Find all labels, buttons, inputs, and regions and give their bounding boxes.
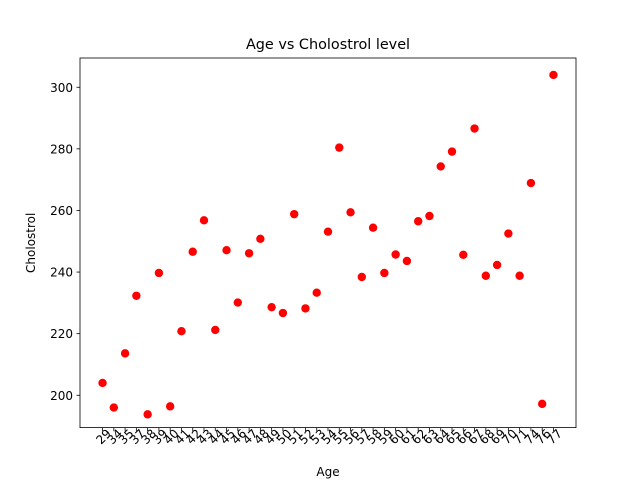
data-point <box>312 288 321 297</box>
data-point <box>323 227 333 236</box>
x-axis-label: Age <box>316 465 339 479</box>
y-axis-label: Cholostrol <box>24 213 38 273</box>
data-point <box>154 268 164 278</box>
data-point <box>357 272 367 282</box>
y-tick-label: 300 <box>50 81 73 95</box>
data-point <box>526 178 536 188</box>
data-point <box>492 260 502 270</box>
data-point <box>188 247 197 256</box>
data-point <box>177 326 186 336</box>
data-point <box>109 403 119 412</box>
data-point <box>301 304 310 313</box>
data-point <box>504 229 513 238</box>
data-point <box>470 124 479 133</box>
y-tick-label: 200 <box>50 389 73 403</box>
y-axis-ticks: 200 220 240 260 280 300 <box>50 81 80 403</box>
y-tick-label: 280 <box>50 142 73 156</box>
data-point <box>459 250 468 260</box>
data-point <box>199 216 209 225</box>
data-point <box>211 325 220 335</box>
data-point <box>233 298 243 307</box>
data-point <box>289 209 299 219</box>
plot-frame <box>79 57 577 429</box>
y-tick-label: 240 <box>50 266 73 280</box>
data-point <box>425 211 434 221</box>
data-point <box>380 268 389 278</box>
chart-title: Age vs Cholostrol level <box>246 37 410 53</box>
y-tick-label: 260 <box>50 204 73 218</box>
data-point <box>244 249 254 258</box>
x-axis-ticks: 2934353738394041424344454647484950515253… <box>93 426 565 447</box>
data-point <box>436 162 445 171</box>
data-point <box>335 143 344 152</box>
data-point <box>222 245 231 255</box>
data-point <box>481 271 491 280</box>
data-point <box>549 70 558 80</box>
data-point <box>132 291 141 300</box>
data-point <box>267 302 276 312</box>
data-point <box>402 256 412 266</box>
data-point <box>368 223 378 232</box>
data-point <box>165 402 175 411</box>
data-point <box>413 217 423 226</box>
data-points <box>98 70 558 419</box>
data-point <box>278 308 288 318</box>
y-tick-label: 220 <box>50 327 73 341</box>
data-point <box>98 378 107 388</box>
data-point <box>515 271 524 280</box>
data-point <box>120 349 130 358</box>
data-point <box>391 250 400 259</box>
data-point <box>447 147 457 156</box>
data-point <box>346 208 355 217</box>
data-point <box>256 234 265 243</box>
data-point <box>537 399 547 409</box>
data-point <box>143 410 152 419</box>
